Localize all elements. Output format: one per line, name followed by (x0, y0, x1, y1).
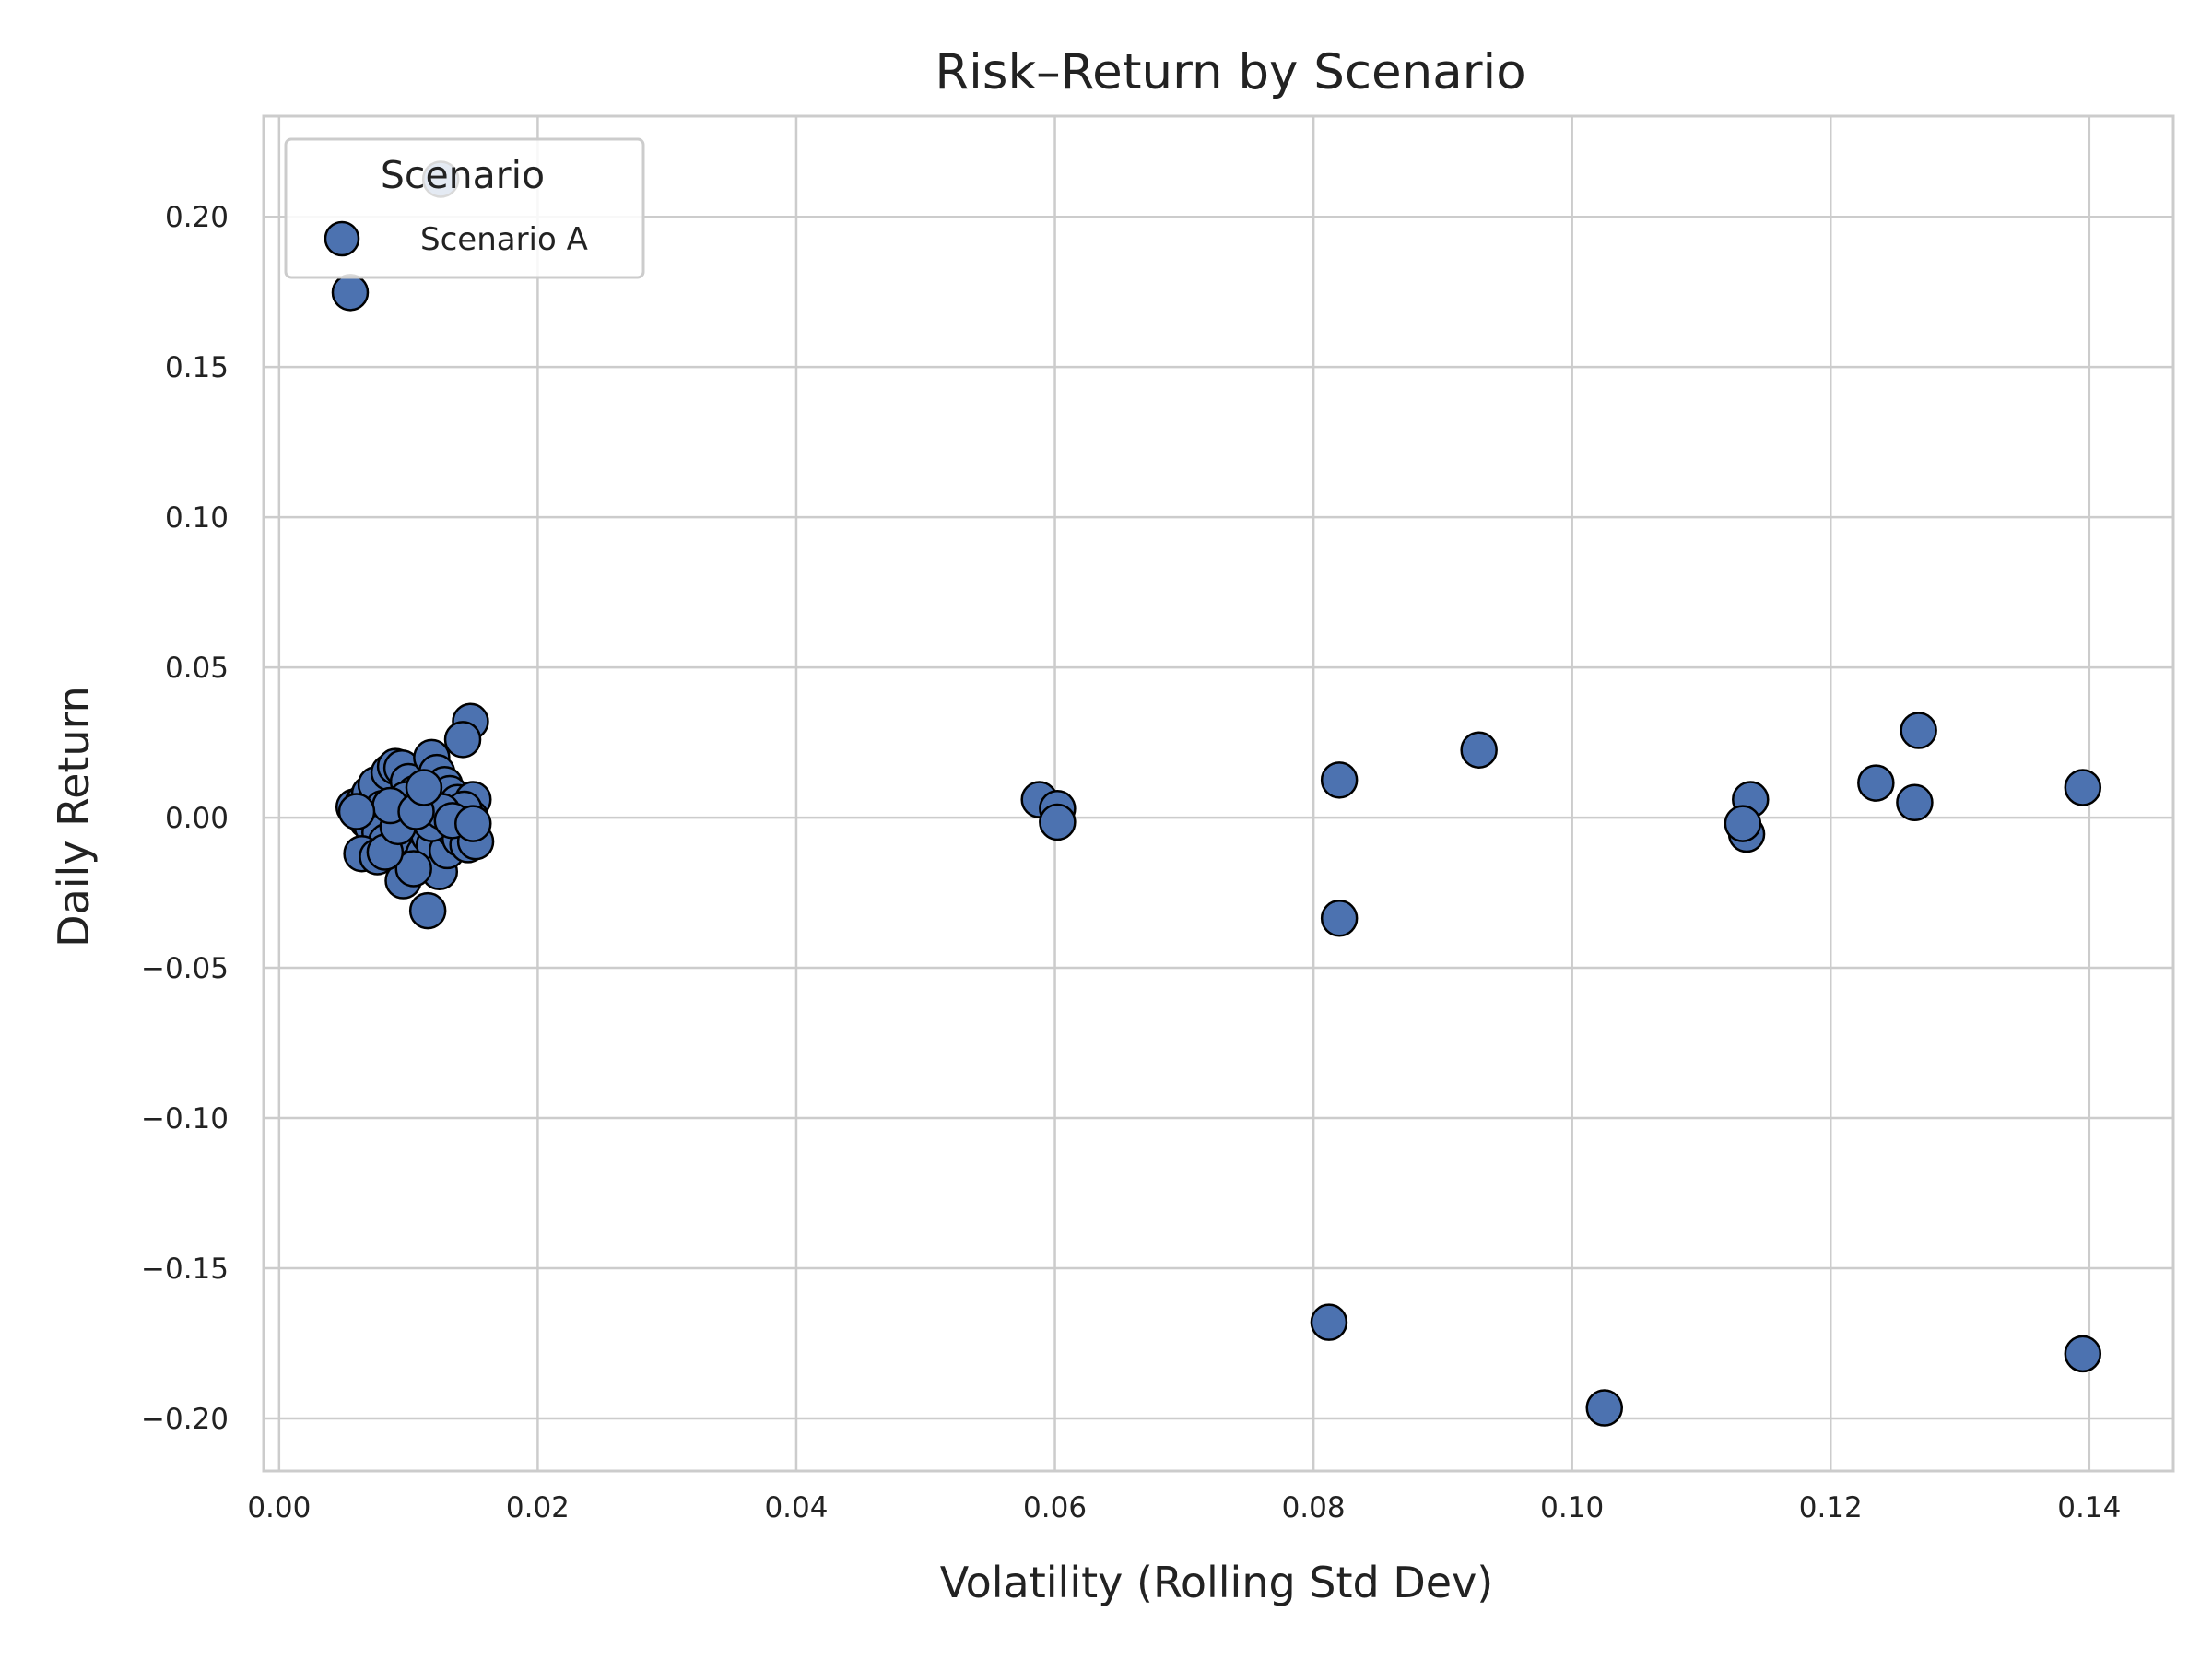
x-tick-label: 0.06 (1023, 1491, 1087, 1524)
data-point (1320, 761, 1359, 799)
data-point (408, 891, 447, 930)
y-tick-label: 0.10 (165, 501, 229, 535)
data-point (2064, 1335, 2102, 1373)
y-tick-label: 0.00 (165, 802, 229, 835)
x-tick-label: 0.10 (1540, 1491, 1604, 1524)
y-tick-label: −0.15 (141, 1253, 229, 1286)
y-tick-label: −0.05 (141, 952, 229, 985)
data-point (394, 850, 432, 888)
x-tick-labels: 0.00 0.02 0.04 0.06 0.08 0.10 0.12 0.14 (247, 1491, 2121, 1524)
data-point (1857, 764, 1895, 802)
legend-title: Scenario (381, 153, 545, 197)
legend: Scenario Scenario A (284, 137, 645, 279)
data-point (2064, 769, 2102, 806)
data-point (1896, 783, 1934, 822)
y-axis-title: Daily Return (49, 686, 99, 947)
legend-marker (324, 220, 360, 257)
y-tick-labels: −0.20 −0.15 −0.10 −0.05 0.00 0.05 0.10 0.15 0.20 (141, 201, 229, 1436)
data-point (1310, 1303, 1348, 1341)
plot-frame (262, 114, 2175, 1473)
chart-title: Risk–Return by Scenario (935, 44, 1525, 100)
data-point (1320, 900, 1359, 937)
data-point (1460, 731, 1498, 769)
x-tick-label: 0.14 (2057, 1491, 2121, 1524)
grid-lines (264, 116, 2173, 1471)
data-point (405, 769, 443, 806)
legend-label-scenario-a: Scenario A (420, 221, 588, 258)
legend-box (284, 137, 645, 279)
data-point (1039, 803, 1077, 841)
y-tick-label: 0.05 (165, 652, 229, 685)
data-point (454, 805, 492, 842)
y-tick-label: −0.10 (141, 1102, 229, 1135)
x-tick-label: 0.12 (1799, 1491, 1863, 1524)
x-tick-label: 0.02 (506, 1491, 570, 1524)
data-point (1585, 1389, 1623, 1427)
y-tick-label: −0.20 (141, 1403, 229, 1436)
x-axis-title: Volatility (Rolling Std Dev) (940, 1558, 1494, 1607)
data-point (443, 721, 482, 759)
data-point (1900, 712, 1937, 749)
data-point (331, 274, 370, 312)
y-tick-label: 0.15 (165, 351, 229, 384)
data-point (1724, 805, 1762, 842)
x-tick-label: 0.00 (247, 1491, 311, 1524)
data-point (337, 793, 376, 830)
x-tick-label: 0.04 (764, 1491, 828, 1524)
x-tick-label: 0.08 (1282, 1491, 1346, 1524)
y-tick-label: 0.20 (165, 201, 229, 234)
